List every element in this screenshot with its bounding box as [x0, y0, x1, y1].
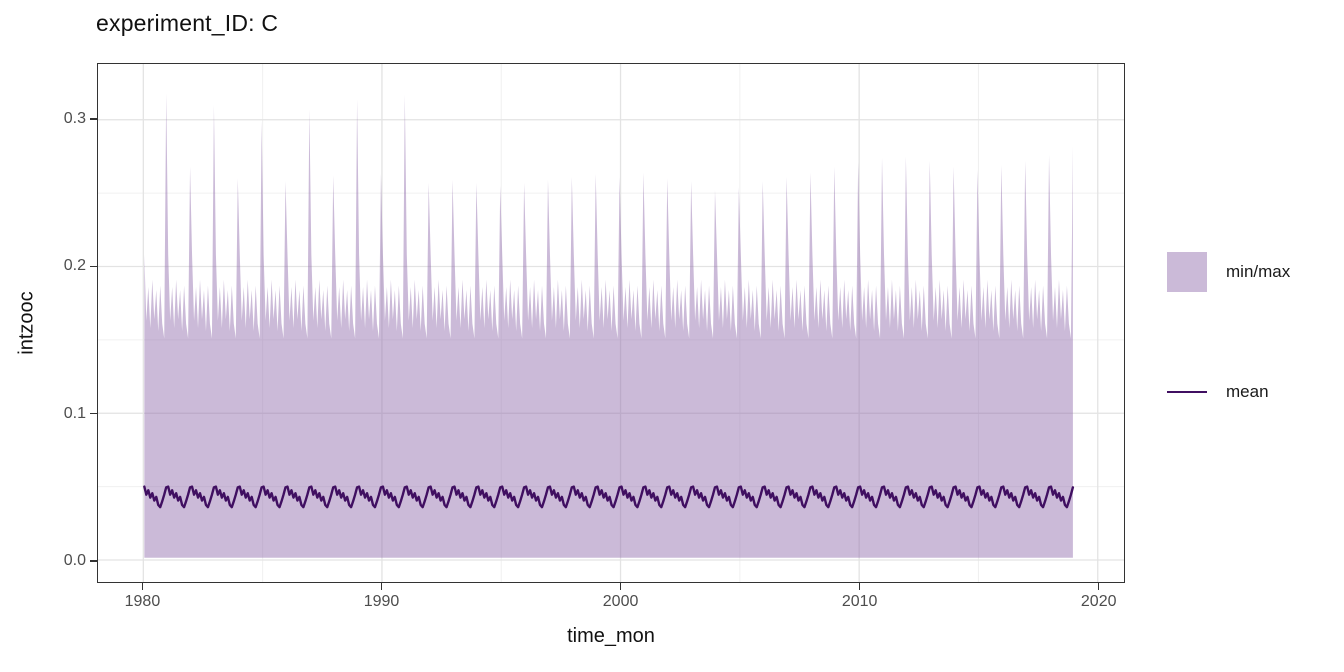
- x-tick-label: 2010: [841, 593, 878, 610]
- x-tick-mark: [619, 583, 622, 590]
- chart-canvas: [98, 64, 1124, 582]
- y-axis-label: intzooc: [15, 291, 38, 355]
- y-tick-label: 0.1: [63, 404, 86, 422]
- x-tick-mark: [858, 583, 861, 590]
- legend-key-mean-line: [1167, 372, 1207, 412]
- mean-line: [143, 485, 1075, 509]
- y-tick-label: 0.3: [63, 109, 86, 127]
- chart-title: experiment_ID: C: [96, 10, 279, 36]
- y-tick-mark: [90, 412, 97, 415]
- legend: min/max mean: [1167, 252, 1343, 412]
- legend-label-minmax: min/max: [1226, 262, 1291, 281]
- y-tick-mark: [90, 560, 97, 562]
- legend-label-mean: mean: [1226, 382, 1269, 401]
- y-tick-mark: [90, 265, 97, 268]
- x-tick-label: 2020: [1080, 593, 1117, 610]
- y-tick-label: 0.0: [63, 551, 86, 569]
- legend-item-minmax: min/max: [1167, 252, 1343, 292]
- x-axis-label: time_mon: [567, 625, 655, 647]
- minmax-ribbon: [144, 93, 1073, 558]
- x-tick-mark: [1097, 583, 1100, 590]
- mean-line-swatch-icon: [1167, 391, 1207, 393]
- x-tick-mark: [380, 583, 383, 590]
- y-tick-mark: [90, 118, 97, 120]
- x-tick-label: 1990: [363, 593, 400, 610]
- plot-panel: [97, 63, 1125, 583]
- x-tick-mark: [141, 583, 144, 590]
- y-tick-label: 0.2: [63, 257, 86, 275]
- legend-item-mean: mean: [1167, 372, 1343, 412]
- x-tick-label: 1980: [124, 593, 161, 610]
- legend-key-minmax-swatch: [1167, 252, 1207, 292]
- x-tick-label: 2000: [602, 593, 639, 610]
